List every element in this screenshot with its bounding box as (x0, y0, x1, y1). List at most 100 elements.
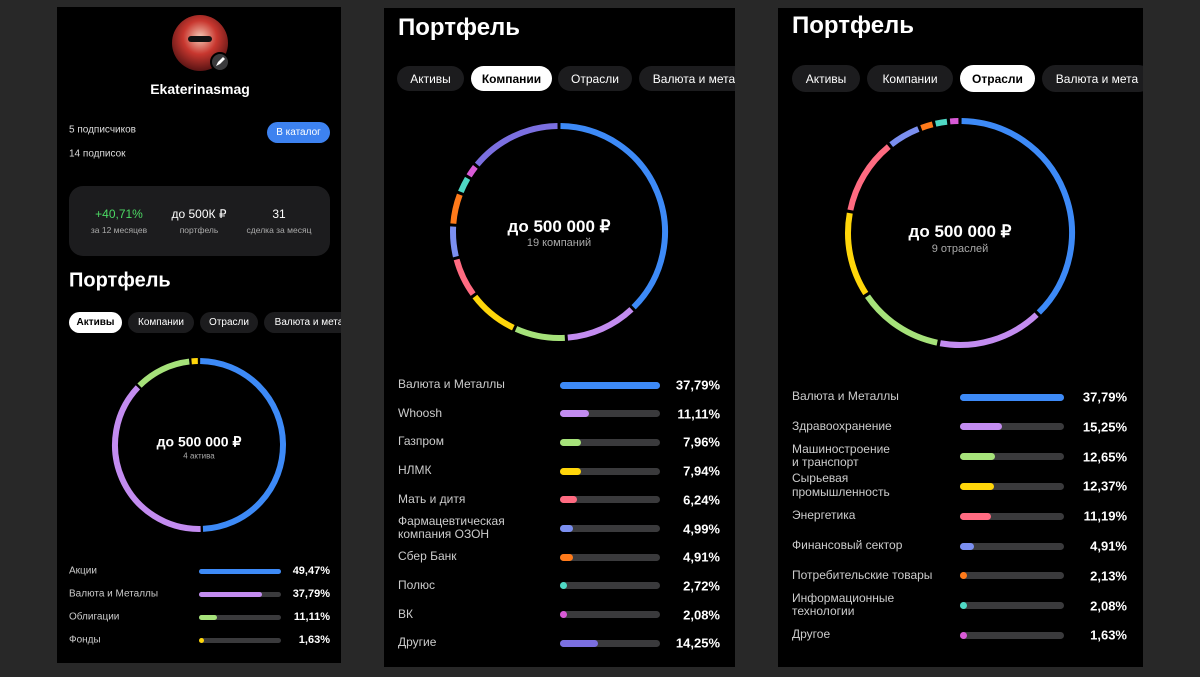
item-percent: 2,08% (1090, 598, 1127, 614)
stat-value: до 500К ₽ (171, 207, 227, 221)
item-percent: 7,96% (683, 434, 720, 450)
bar (960, 572, 967, 580)
bar-track (560, 496, 660, 504)
bar (560, 611, 567, 619)
catalog-button[interactable]: В каталог (267, 122, 330, 143)
bar (560, 582, 568, 590)
donut-segment (450, 226, 459, 258)
bar (199, 568, 281, 574)
item-percent: 6,24% (683, 492, 720, 508)
donut-segment (865, 294, 938, 346)
tab[interactable]: Отрасли (200, 312, 258, 333)
tab[interactable]: Валюта и мета (639, 66, 735, 91)
tab[interactable]: Валюта и мета (1042, 65, 1143, 92)
bar (560, 639, 598, 647)
donut-count: 9 отраслей (931, 243, 989, 255)
donut-chart (450, 123, 668, 341)
item-name: Whoosh (398, 405, 443, 420)
tab[interactable]: Отрасли (960, 65, 1035, 92)
item-name: ВК (398, 606, 413, 621)
stat-value: +40,71% (95, 207, 143, 221)
bar-track (560, 381, 660, 389)
donut-count: 4 актива (183, 451, 215, 461)
bar-track (560, 438, 660, 446)
following[interactable]: 14 подписок (69, 148, 126, 160)
bar (960, 393, 1064, 401)
stats-card (69, 186, 330, 256)
bar (560, 496, 577, 504)
tab[interactable]: Валюта и мета (264, 312, 341, 333)
section-title: Портфель (398, 14, 521, 41)
donut-segment (920, 121, 934, 131)
item-percent: 37,79% (1082, 389, 1127, 405)
item-percent: 2,08% (683, 607, 720, 623)
donut-segment (200, 358, 286, 532)
donut-segment (458, 176, 471, 194)
donut-segment (934, 118, 948, 127)
bar-track (960, 572, 1064, 580)
item-percent: 37,79% (675, 377, 720, 393)
tab[interactable]: Компании (471, 66, 552, 91)
bar-track (560, 639, 660, 647)
item-percent: 1,63% (298, 634, 330, 646)
bar (199, 637, 204, 643)
item-name: Акции (69, 565, 97, 577)
section-title: Портфель (69, 269, 171, 292)
donut-segment (474, 123, 558, 167)
bar (960, 602, 967, 610)
item-percent: 37,79% (292, 588, 330, 600)
tab[interactable]: Активы (69, 312, 122, 333)
item-percent: 11,11% (293, 611, 330, 623)
donut-total: до 500 000 ₽ (908, 222, 1012, 241)
stat-label: портфель (179, 225, 219, 235)
item-percent: 2,72% (683, 578, 720, 594)
item-name: Финансовый сектор (792, 538, 903, 553)
bar-track (960, 631, 1064, 639)
item-name: Другие (398, 635, 437, 650)
bar-track (560, 611, 660, 619)
bar (960, 423, 1002, 431)
donut-segment (560, 123, 668, 310)
item-name: Сбер Банк (398, 549, 457, 564)
item-percent: 14,25% (675, 635, 720, 651)
bar-track (960, 423, 1064, 431)
donut-segment (466, 165, 478, 178)
bar (560, 467, 581, 475)
item-percent: 7,94% (683, 463, 720, 479)
followers[interactable]: 5 подписчиков (69, 124, 136, 136)
item-name: НЛМК (398, 463, 432, 478)
item-name: Здравоохранение (792, 418, 892, 433)
bar (960, 542, 974, 550)
avatar[interactable] (57, 7, 341, 107)
screen: Ekaterinasmag 5 подписчиков 14 подписок … (57, 7, 341, 663)
bar-track (560, 410, 660, 418)
bar-track (560, 553, 660, 561)
bar (560, 381, 660, 389)
bar (560, 553, 573, 561)
item-percent: 4,99% (683, 521, 720, 536)
bar (560, 525, 574, 532)
item-name: Мать и дитя (398, 491, 466, 506)
bar-track (960, 602, 1064, 610)
tab[interactable]: Активы (397, 66, 464, 91)
item-percent: 15,25% (1082, 419, 1127, 435)
bar (960, 453, 995, 461)
item-percent: 2,13% (1090, 568, 1127, 584)
donut-segment (450, 193, 463, 224)
tab[interactable]: Компании (867, 65, 953, 92)
bar-track (199, 637, 281, 643)
bar-track (560, 467, 660, 475)
item-name: Информационные технологии (792, 590, 895, 619)
donut-chart (112, 358, 286, 532)
item-percent: 12,37% (1082, 478, 1127, 494)
donut-segment (961, 118, 1075, 315)
item-percent: 11,11% (677, 406, 720, 422)
bar-track (960, 512, 1064, 520)
tab[interactable]: Компании (128, 312, 194, 333)
tab[interactable]: Отрасли (558, 66, 632, 91)
donut-total: до 500 000 ₽ (156, 433, 242, 450)
section-title: Портфель (792, 12, 915, 39)
tab[interactable]: Активы (792, 65, 860, 92)
item-percent: 4,91% (683, 549, 720, 565)
donut-segment (847, 144, 891, 211)
